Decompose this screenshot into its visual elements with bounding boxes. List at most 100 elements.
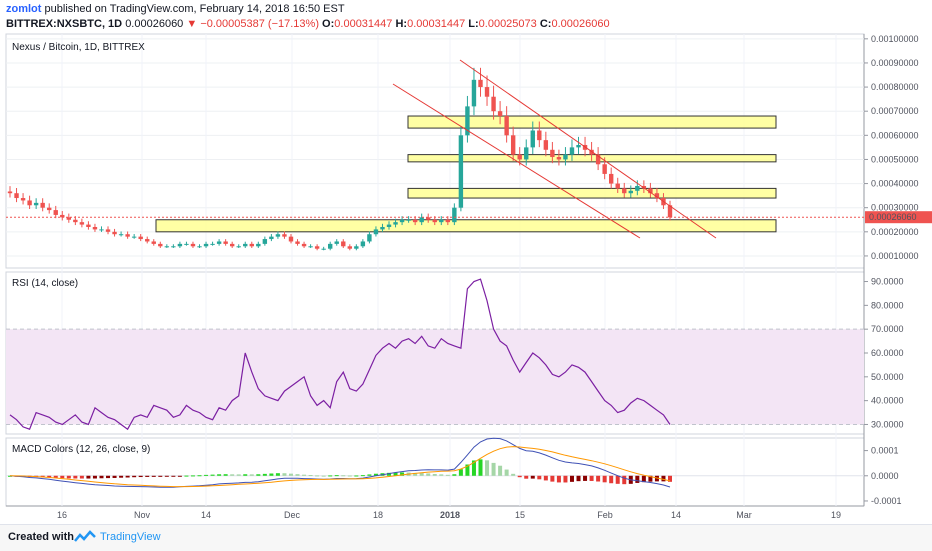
candle-body [308,246,313,248]
macd-histogram-bar [86,475,91,479]
macd-histogram-bar [354,475,359,477]
price-tick-label: 0.00090000 [871,58,919,68]
time-tick-label: Feb [597,510,613,520]
candle-body [386,224,392,227]
macd-histogram-bar [302,474,307,476]
last-price-label: 0.00026060 [869,212,917,222]
macd-histogram-bar [569,475,574,482]
candle-body [151,241,156,244]
candle-body [92,226,98,230]
macd-histogram-bar [609,475,614,484]
time-tick-label: 2018 [440,510,460,520]
time-tick-label: Nov [134,510,151,520]
candle-body [190,243,196,247]
candle-body [99,229,104,231]
down-arrow-icon: ▼ [186,18,198,30]
candle-body [327,243,333,249]
candle-body [53,210,58,215]
macd-histogram-bar [171,475,176,477]
macd-histogram-bar [498,465,503,476]
chart-header: zomlot published on TradingView.com, Feb… [0,0,932,34]
macd-histogram-bar [661,475,666,482]
price-tick-label: 0.00030000 [871,203,919,213]
macd-tick-label: -0.0001 [871,496,902,506]
published-text: published on TradingView.com, February 1… [44,3,345,15]
candle-body [510,135,516,155]
chart-canvas[interactable]: 0.00010000 0.00020000 0.00030000 0.00040000… [0,32,932,522]
rsi-band [6,329,864,425]
macd-histogram-bar [452,474,457,476]
time-tick-label: 14 [201,510,211,520]
symbol-line: BITTREX:NXSBTC, 1D 0.00026060 ▼ −0.00005… [6,18,610,30]
author-link[interactable]: zomlot [6,3,42,15]
macd-histogram-bar [230,474,235,476]
macd-histogram-bar [125,475,130,478]
candle-body [158,243,163,247]
macd-histogram-bar [53,475,58,478]
candle-body [478,79,483,88]
candle-body [125,234,130,237]
macd-histogram-bar [60,475,65,479]
candle-body [628,190,633,194]
candle-body [393,222,398,225]
candle-body [524,147,529,160]
macd-histogram-bar [413,472,418,476]
last-price-tag [865,211,932,224]
candle-body [419,217,424,223]
pane-1-frame [5,33,865,269]
macd-histogram-bar [164,475,169,477]
candle-body [73,219,78,223]
candle-body [256,243,261,247]
macd-histogram-bar [445,474,450,476]
candle-body [27,200,32,206]
macd-histogram-bar [485,460,490,476]
time-tick-label: 18 [373,510,383,520]
rsi-tick-label: 40.0000 [871,396,904,406]
macd-histogram-bar [576,475,581,482]
macd-histogram-bar [360,475,365,477]
candle-body [426,217,431,220]
price-change: −0.00005387 (−17.13%) [200,18,319,30]
candle-body [177,243,183,247]
macd-histogram-bar [217,474,222,476]
price-tick-label: 0.00100000 [871,34,919,44]
macd-histogram-bar [400,472,405,476]
macd-tick-label: 0.0001 [871,446,899,456]
candle-body [269,236,274,240]
candle-body [321,248,326,250]
candle-body [432,219,437,223]
macd-histogram-bar [511,473,516,476]
candle-body [406,219,411,221]
support-resistance-zone [155,219,777,233]
macd-histogram-bar [66,475,71,479]
trendline-lower [392,83,641,239]
candle-body [360,241,366,247]
candle-body [164,246,170,248]
rsi-tick-label: 50.0000 [871,372,904,382]
candle-body [497,111,503,117]
time-tick-label: Mar [736,510,752,520]
candle-body [373,229,379,235]
macd-histogram-bar [563,475,568,483]
rsi-tick-label: 90.0000 [871,277,904,287]
tradingview-brand[interactable]: TradingView [100,531,161,543]
macd-histogram-bar [197,475,202,477]
macd-histogram-bar [387,472,392,476]
candle-body [465,106,470,136]
candle-body [223,241,228,244]
candle-body [171,246,176,248]
macd-histogram-bar [262,473,267,476]
macd-histogram-bar [138,475,143,478]
macd-histogram-bar [478,459,483,476]
candle-body [184,243,189,245]
macd-histogram-bar [275,473,280,476]
macd-histogram-bar [491,462,496,476]
last-price: 0.00026060 [125,18,184,30]
macd-histogram-bar [504,469,509,476]
time-tick-label: 15 [515,510,525,520]
high-label: H: [395,18,408,30]
candle-body [595,154,601,165]
macd-histogram-bar [73,475,78,479]
candle-body [7,191,13,194]
candle-body [105,229,111,232]
